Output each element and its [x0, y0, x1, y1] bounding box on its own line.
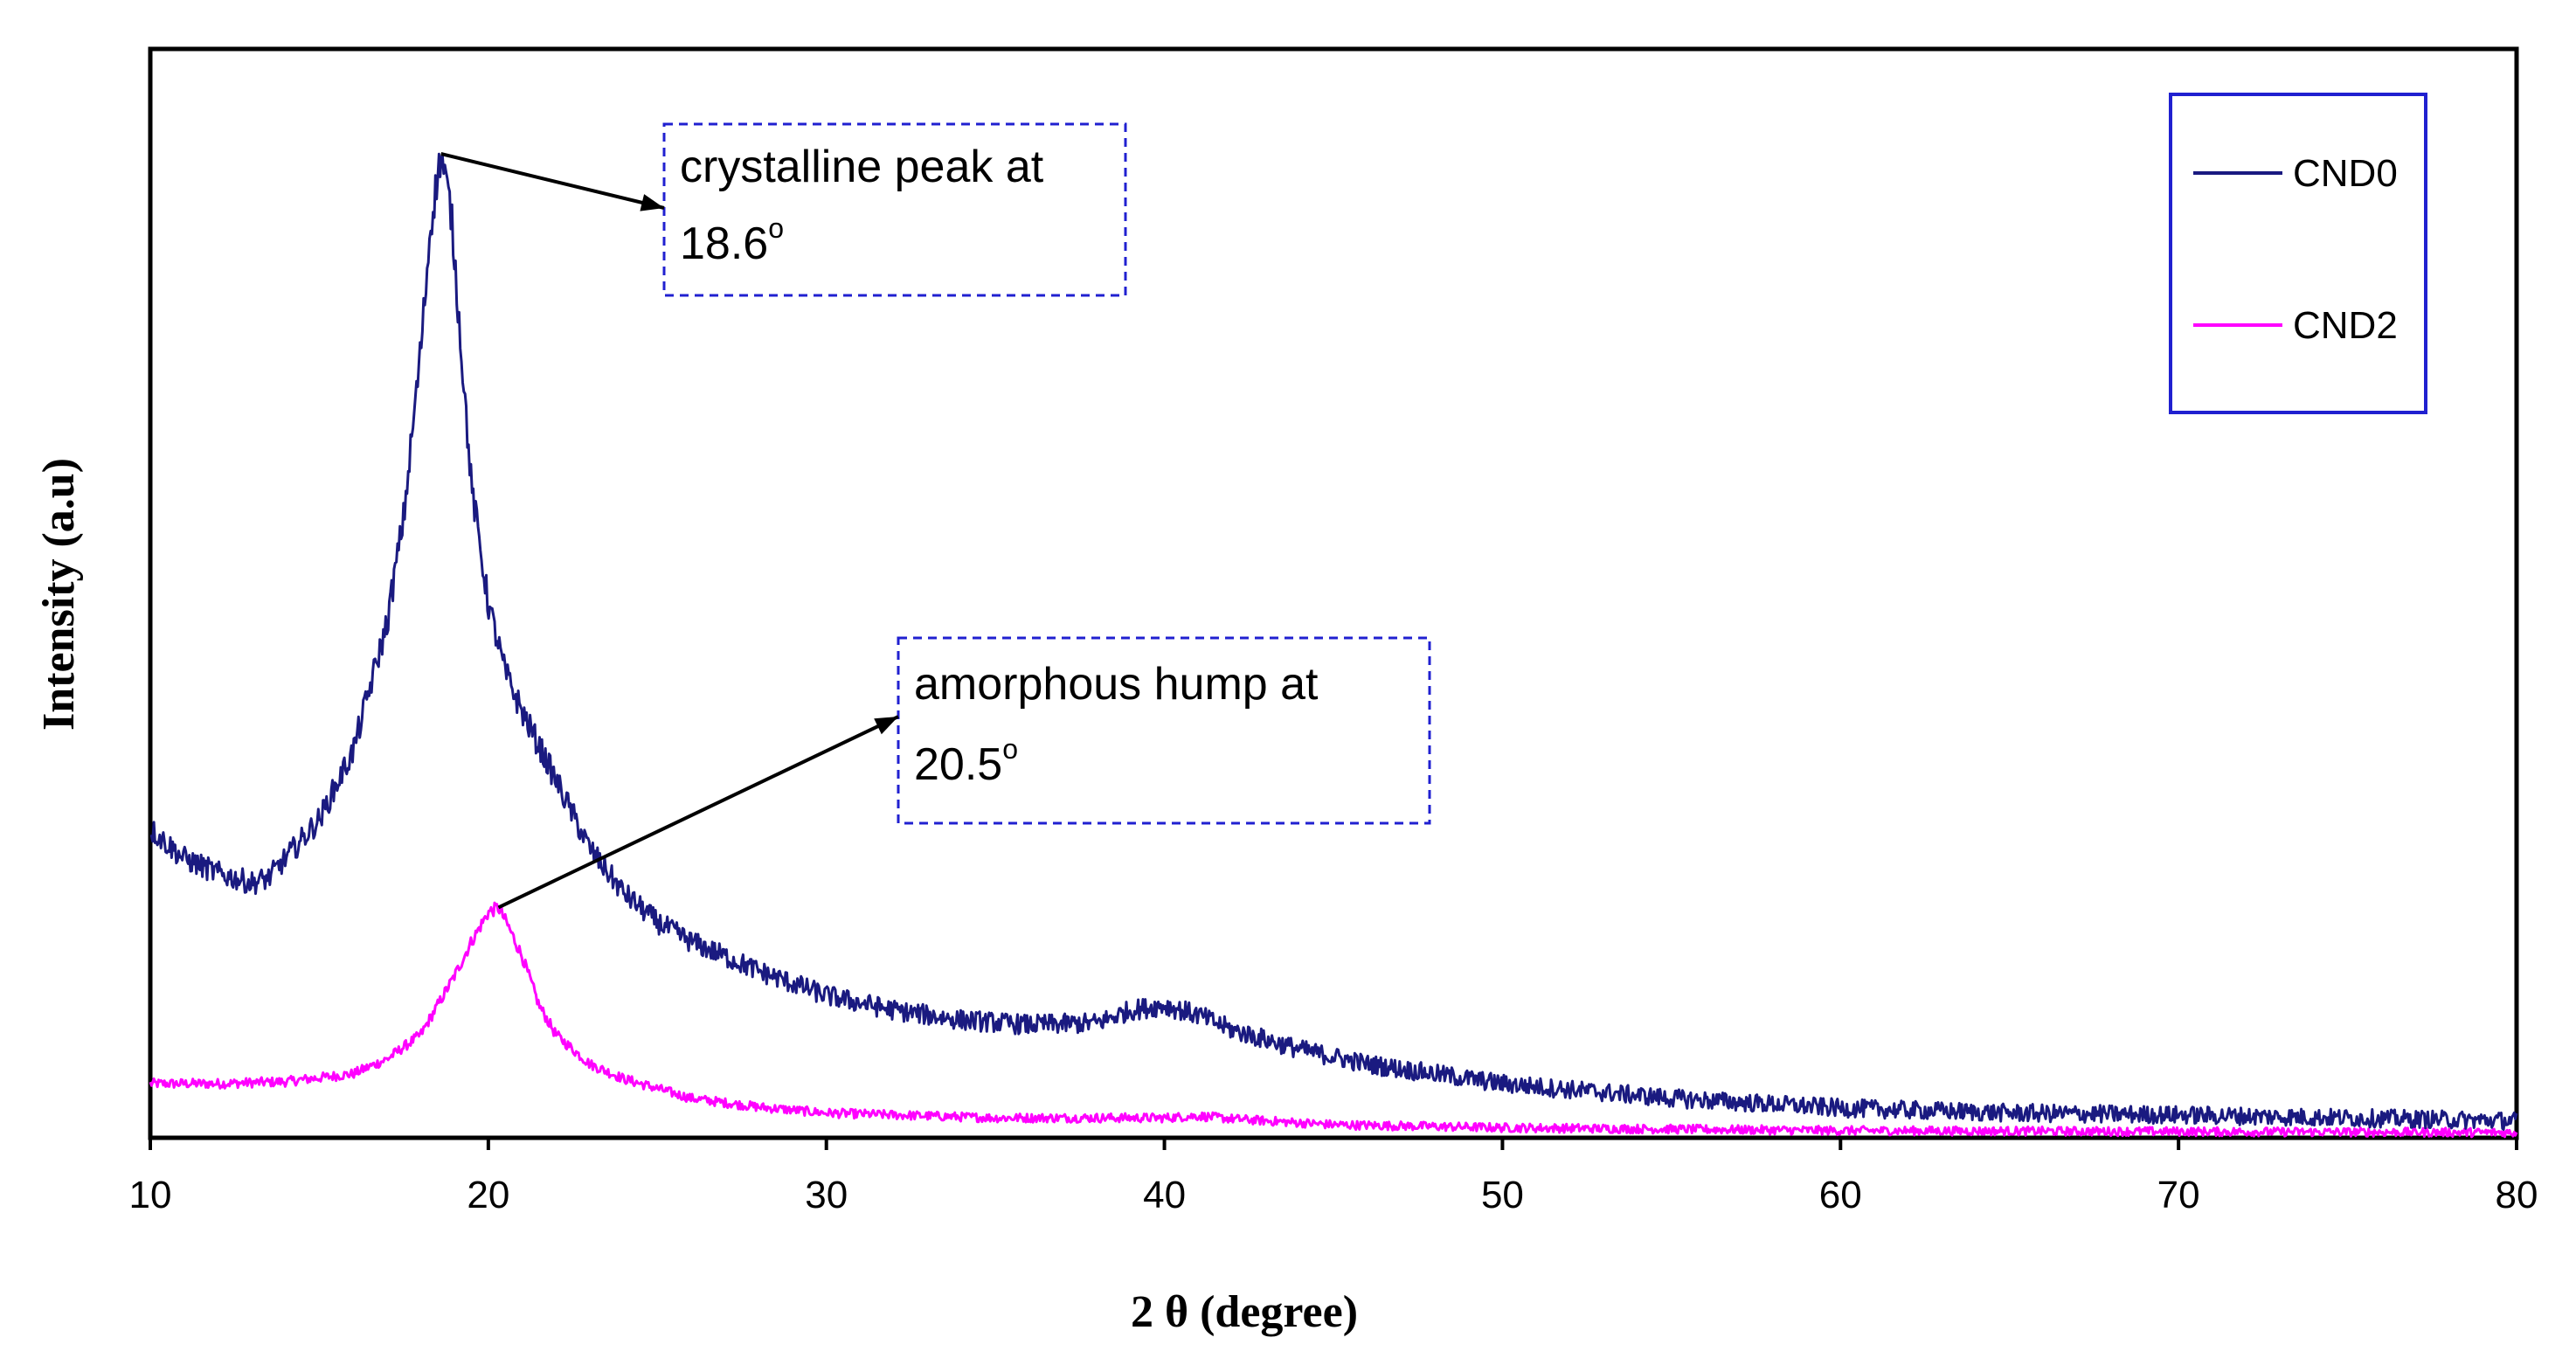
annotation-crystalline: crystalline peak at 18.6o — [440, 122, 1127, 297]
x-tick-label-30: 30 — [805, 1174, 848, 1216]
x-tick-label-40: 40 — [1143, 1174, 1186, 1216]
annotation-amorphous-arrow — [497, 715, 899, 910]
x-tick-label-50: 50 — [1481, 1174, 1524, 1216]
series-line-cnd0 — [149, 152, 2518, 1131]
annotation-crystalline-box — [662, 122, 1127, 297]
y-axis-title: Intensity (a.u) — [34, 458, 84, 731]
x-tick-label-10: 10 — [129, 1174, 172, 1216]
annotation-crystalline-line2: 18.6o — [680, 212, 784, 269]
annotation-amorphous: amorphous hump at 20.5o — [497, 636, 1431, 910]
x-tick-label-80: 80 — [2496, 1174, 2538, 1216]
annotation-crystalline-arrowhead — [640, 194, 664, 211]
legend: CND0 CND2 — [2169, 93, 2427, 414]
plot-frame — [148, 46, 2519, 1140]
annotation-amorphous-box — [897, 636, 1431, 825]
legend-box — [2169, 93, 2427, 414]
x-ticks: 10 20 30 40 50 60 70 80 — [129, 1138, 2538, 1216]
x-tick-label-20: 20 — [467, 1174, 509, 1216]
annotation-crystalline-line1: crystalline peak at — [680, 142, 1044, 192]
annotation-amorphous-line2: 20.5o — [914, 733, 1018, 790]
annotation-amorphous-line1: amorphous hump at — [914, 659, 1319, 710]
legend-label-cnd2: CND2 — [2293, 304, 2398, 347]
x-axis-title: 2 θ (degree) — [1131, 1287, 1358, 1337]
annotation-amorphous-arrowhead — [874, 717, 898, 735]
x-tick-label-60: 60 — [1819, 1174, 1862, 1216]
legend-label-cnd0: CND0 — [2293, 152, 2398, 195]
series-layer — [149, 152, 2518, 1139]
x-tick-label-70: 70 — [2157, 1174, 2200, 1216]
series-line-cnd2 — [149, 901, 2518, 1139]
annotation-crystalline-arrow — [440, 152, 665, 210]
